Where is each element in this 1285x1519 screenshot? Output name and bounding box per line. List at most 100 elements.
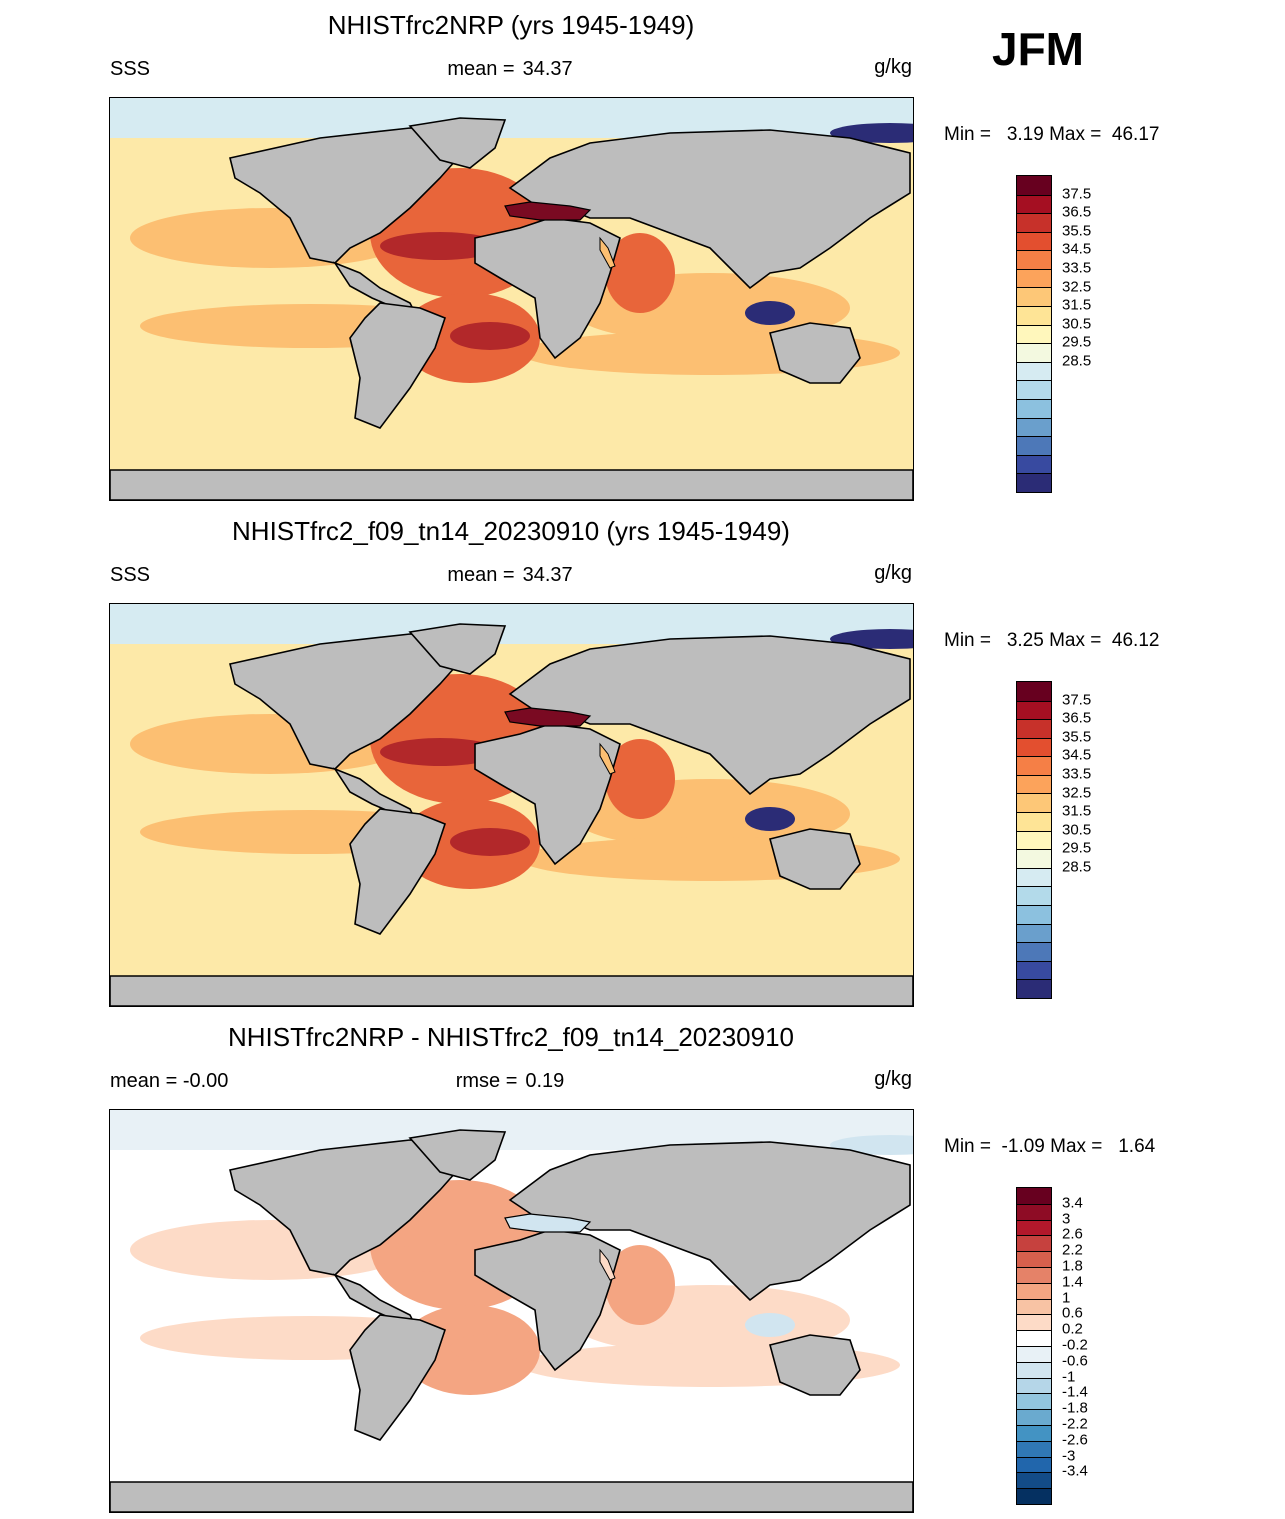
panel-title: NHISTfrc2_f09_tn14_20230910 (yrs 1945-19… [232, 516, 790, 546]
colorbar-tick-label: 35.5 [1062, 222, 1092, 240]
rmse-label: rmse = 0.19 [360, 1070, 660, 1093]
land-mass [408, 623, 507, 675]
colorbar-cell [1017, 250, 1051, 269]
colorbar-tick-label: 34.5 [1062, 746, 1092, 764]
colorbar-tick-label: -3.4 [1062, 1462, 1088, 1480]
colorbar-tick-label: 33.5 [1062, 765, 1092, 783]
colorbar-cell [1017, 436, 1051, 455]
colorbar-cell [1017, 1424, 1051, 1441]
colorbar-cell [1017, 1409, 1051, 1425]
land-mass [769, 828, 861, 890]
panel-control: NHISTfrc2NRP (yrs 1945-1949) SSS mean = 3… [0, 0, 1285, 506]
min-max-label: Min = 3.25 Max = 46.12 [944, 630, 1160, 651]
colorbar-cell [1017, 268, 1051, 288]
colorbar-cell [1017, 1314, 1051, 1331]
colorbar-cell [1017, 737, 1051, 757]
salinity-region [745, 807, 795, 831]
colorbar-tick-label: 3.4 [1062, 1194, 1083, 1212]
land-mass [508, 129, 911, 290]
colorbar-cell [1017, 830, 1051, 850]
colorbar-tick-label: 1.4 [1062, 1273, 1083, 1291]
colorbar-cell [1017, 398, 1051, 418]
colorbar-tick-label: 2.2 [1062, 1241, 1083, 1259]
colorbar-cell [1017, 923, 1051, 943]
colorbar-cell [1017, 979, 1051, 998]
salinity-region [380, 232, 500, 260]
colorbar-tick-label: -1.4 [1062, 1383, 1088, 1401]
colorbar-cell [1017, 1393, 1051, 1410]
units-label: g/kg [874, 562, 912, 584]
colorbar-tick-label: -0.6 [1062, 1352, 1088, 1370]
colorbar [1016, 175, 1052, 493]
rmse-text: rmse = [455, 1070, 518, 1092]
colorbar-cell [1017, 904, 1051, 924]
colorbar-tick-label: 1.8 [1062, 1257, 1083, 1275]
colorbar-tick-label: 33.5 [1062, 259, 1092, 277]
colorbar-cell [1017, 213, 1051, 232]
mediterranean-sea [504, 707, 592, 727]
colorbar-tick-label: 0.6 [1062, 1304, 1083, 1322]
rmse-value: 0.19 [525, 1070, 565, 1092]
colorbar-cell [1017, 960, 1051, 980]
panel-difference: NHISTfrc2NRP - NHISTfrc2_f09_tn14_202309… [0, 1012, 1285, 1518]
red-sea [599, 236, 616, 269]
variable-label: SSS [110, 58, 151, 80]
land-mass [110, 469, 913, 500]
colorbar-cell [1017, 417, 1051, 437]
colorbar-cell [1017, 1361, 1051, 1378]
colorbar-cell [1017, 1488, 1051, 1504]
land-mass [508, 1141, 911, 1302]
land-mass [349, 302, 446, 429]
mean-label: mean = 34.37 [360, 58, 660, 81]
salinity-region [605, 233, 675, 313]
salinity-region [605, 1245, 675, 1325]
colorbar-cell [1017, 1472, 1051, 1489]
land-mass [508, 635, 911, 796]
salinity-region [450, 322, 530, 350]
salinity-region [450, 828, 530, 856]
map-difference [109, 1109, 914, 1513]
mediterranean-sea [504, 201, 592, 221]
colorbar-cell [1017, 812, 1051, 831]
colorbar-cell [1017, 1440, 1051, 1457]
mean-text: mean = [447, 564, 515, 586]
colorbar-tick-label: 36.5 [1062, 203, 1092, 221]
colorbar-cell [1017, 1219, 1051, 1236]
colorbar-cell [1017, 793, 1051, 813]
salinity-region [450, 1334, 530, 1362]
mean-diff-label: mean = -0.00 [110, 1070, 229, 1092]
mean-value: 34.37 [522, 58, 573, 80]
colorbar-tick-label: -2.6 [1062, 1431, 1088, 1449]
colorbar-cell [1017, 774, 1051, 794]
colorbar-cell [1017, 756, 1051, 775]
colorbar-tick-label: 30.5 [1062, 315, 1092, 333]
colorbar-cell [1017, 1330, 1051, 1346]
colorbar-tick-label: 34.5 [1062, 240, 1092, 258]
colorbar-cell [1017, 1251, 1051, 1267]
colorbar-cell [1017, 380, 1051, 399]
colorbar-tick-label: 0.2 [1062, 1320, 1083, 1338]
colorbar-tick-label: -1 [1062, 1368, 1076, 1386]
mean-value: 34.37 [522, 564, 573, 586]
colorbar-cell [1017, 886, 1051, 905]
mean-label: mean = 34.37 [360, 564, 660, 587]
colorbar-cell [1017, 942, 1051, 961]
colorbar-tick-label: 31.5 [1062, 296, 1092, 314]
colorbar-tick-label: 2.6 [1062, 1225, 1083, 1243]
salinity-region [605, 739, 675, 819]
colorbar-cell [1017, 1298, 1051, 1315]
colorbar-cell [1017, 324, 1051, 344]
colorbar-cell [1017, 194, 1051, 214]
land-mass [349, 1314, 446, 1441]
colorbar-cell [1017, 287, 1051, 307]
mediterranean-sea [504, 1213, 592, 1233]
panel-model: NHISTfrc2_f09_tn14_20230910 (yrs 1945-19… [0, 506, 1285, 1012]
colorbar-tick-label: 32.5 [1062, 784, 1092, 802]
red-sea [599, 1248, 616, 1281]
panel-title: NHISTfrc2NRP - NHISTfrc2_f09_tn14_202309… [227, 1022, 795, 1052]
land-mass [349, 808, 446, 935]
colorbar-cell [1017, 867, 1051, 887]
colorbar-cell [1017, 343, 1051, 362]
colorbar-cell [1017, 1188, 1051, 1204]
colorbar-cell [1017, 700, 1051, 720]
